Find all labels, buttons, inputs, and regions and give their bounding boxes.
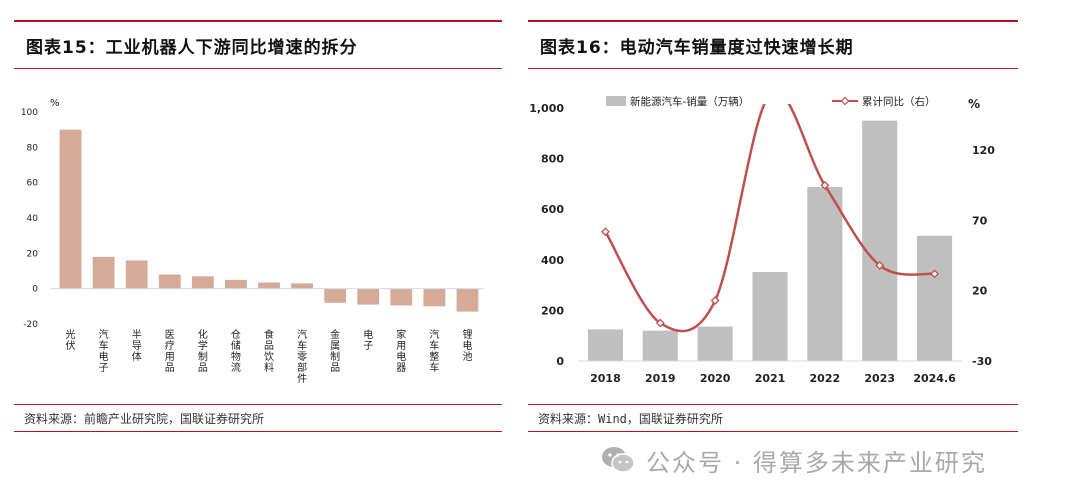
x-tick-label: 2019 [645, 372, 676, 385]
x-tick-label: 家用电器 [396, 328, 406, 374]
x-tick-label: 汽车零部件 [297, 328, 307, 385]
watermark: 公众号 · 得算多未来产业研究 [600, 440, 1070, 480]
legend-bar-swatch [606, 96, 626, 106]
yoy-point-marker [601, 227, 610, 237]
right-title-bar: 图表16：电动汽车销量度过快速增长期 [528, 20, 1018, 69]
x-tick-label: 汽车电子 [99, 328, 109, 374]
y-axis-unit-label: % [50, 98, 60, 109]
x-tick-label: 汽车整车 [429, 328, 439, 374]
sales-bar [642, 330, 678, 361]
sales-bar [807, 186, 843, 361]
left-source-note: 资料来源：前瞻产业研究院，国联证券研究所 [24, 411, 265, 426]
x-tick-label: 2022 [810, 372, 841, 385]
right-chart-panel: 图表16：电动汽车销量度过快速增长期 0 200 400 600 800 1,000 -30… [528, 0, 1018, 440]
ev-sales-chart: 0 200 400 600 800 1,000 -30 20 70 120% 2018 2019 202… [529, 95, 995, 385]
wechat-icon [602, 447, 635, 473]
x-tick-label: 光伏 [66, 328, 76, 352]
x-tick-label: 2021 [755, 372, 786, 385]
legend-bar-label: 新能源汽车-销量（万辆） [630, 95, 749, 108]
y-tick-label: 80 [27, 143, 39, 153]
x-tick-label: 食品饮料 [264, 328, 274, 374]
x-tick-label: 医疗用品 [165, 329, 175, 374]
left-y-tick-label: 400 [541, 254, 564, 267]
x-tick-label: 金属制品 [330, 328, 340, 374]
legend-line-marker [840, 96, 850, 106]
left-chart-title: 图表15：工业机器人下游同比增速的拆分 [26, 37, 358, 58]
right-chart-title: 图表16：电动汽车销量度过快速增长期 [540, 37, 854, 58]
left-y-tick-label: 1,000 [529, 102, 564, 115]
x-tick-label: 2024.6 [913, 372, 956, 385]
bar [390, 288, 413, 306]
left-y-tick-label: 200 [541, 304, 564, 317]
bar [456, 288, 479, 312]
y-tick-label: -20 [23, 320, 38, 330]
x-tick-label: 锂电池 [462, 329, 472, 363]
bar [258, 282, 280, 289]
sales-bar [917, 235, 953, 361]
x-tick-label: 2023 [864, 372, 895, 385]
left-y-tick-label: 800 [541, 153, 564, 166]
yoy-point-marker [930, 269, 939, 279]
bar [291, 283, 313, 289]
right-y-tick-label: 20 [972, 285, 988, 298]
x-tick-label: 半导体 [132, 328, 142, 363]
y-tick-label: 0 [32, 285, 38, 295]
bar [423, 288, 446, 307]
yoy-point-marker [875, 261, 885, 270]
bar [324, 288, 347, 303]
y-tick-label: 60 [27, 179, 39, 189]
left-y-tick-label: 600 [541, 203, 564, 216]
watermark-text: 公众号 · 得算多未来产业研究 [646, 448, 987, 477]
bar [225, 279, 247, 289]
industrial-robot-growth-chart: % -20 0 20 40 60 80 100 光伏 汽车电子 半导体 医疗用品 化学制品 仓储物流 食品饮… [21, 98, 484, 385]
yoy-point-marker [710, 296, 720, 305]
sales-bar [862, 120, 898, 362]
right-y-axis-unit: % [968, 97, 980, 111]
right-y-tick-label: 70 [972, 214, 988, 227]
sales-bar [752, 271, 788, 361]
left-title-bar: 图表15：工业机器人下游同比增速的拆分 [14, 20, 502, 69]
x-tick-label: 仓储物流 [231, 328, 241, 374]
legend-line-label: 累计同比（右） [862, 95, 936, 108]
right-y-tick-label: 120 [972, 144, 995, 157]
left-y-tick-label: 0 [556, 355, 564, 368]
right-source-bar: 资料来源：Wind，国联证券研究所 [528, 404, 1018, 432]
bar [59, 129, 82, 289]
x-tick-label: 电子 [363, 328, 373, 352]
yoy-point-marker [820, 180, 830, 190]
yoy-point-marker [655, 318, 665, 328]
right-y-tick-label: -30 [972, 355, 992, 368]
bar [191, 276, 214, 289]
x-tick-label: 化学制品 [198, 328, 208, 374]
x-tick-label: 2020 [700, 372, 731, 385]
bar [92, 256, 115, 289]
left-chart-panel: 图表15：工业机器人下游同比增速的拆分 % -20 0 20 40 60 80 100 光伏 汽车… [14, 0, 502, 440]
x-tick-label: 2018 [590, 372, 621, 385]
y-tick-label: 20 [27, 249, 39, 259]
sales-bar [587, 329, 623, 361]
bar [357, 288, 380, 305]
sales-bar [697, 326, 733, 361]
y-tick-label: 100 [21, 108, 38, 118]
right-source-note: 资料来源：Wind，国联证券研究所 [538, 411, 723, 426]
left-source-bar: 资料来源：前瞻产业研究院，国联证券研究所 [14, 404, 502, 432]
y-tick-label: 40 [27, 214, 39, 224]
bar [125, 260, 148, 289]
bar [158, 274, 181, 289]
